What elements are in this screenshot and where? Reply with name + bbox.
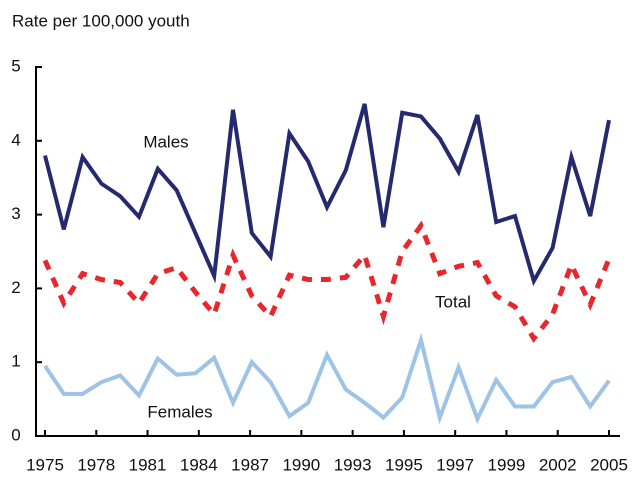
x-tick-label: 1987 [231, 455, 269, 474]
x-tick-label: 1975 [26, 455, 64, 474]
y-tick-label: 4 [11, 130, 20, 149]
x-tick-label: 1995 [385, 455, 423, 474]
x-tick-label: 1999 [488, 455, 526, 474]
y-axis-label: Rate per 100,000 youth [12, 11, 190, 30]
y-tick-label: 0 [11, 425, 20, 444]
x-tick-label: 2002 [539, 455, 577, 474]
x-tick-label: 1984 [180, 455, 218, 474]
y-tick-label: 2 [11, 278, 20, 297]
x-tick-label: 1978 [77, 455, 115, 474]
series-label: Total [435, 292, 471, 311]
y-tick-label: 1 [11, 352, 20, 371]
series-line [43, 103, 611, 287]
series-label: Females [147, 402, 212, 421]
x-tick-label: 1981 [129, 455, 167, 474]
series-line [43, 332, 611, 425]
series-label: Males [143, 132, 188, 151]
y-tick-label: 5 [11, 56, 20, 75]
x-tick-label: 2005 [590, 455, 628, 474]
x-tick-label: 1997 [436, 455, 474, 474]
x-tick-label: 1990 [282, 455, 320, 474]
x-tick-label: 1993 [334, 455, 372, 474]
series-line [42, 220, 612, 344]
y-tick-label: 3 [11, 204, 20, 223]
